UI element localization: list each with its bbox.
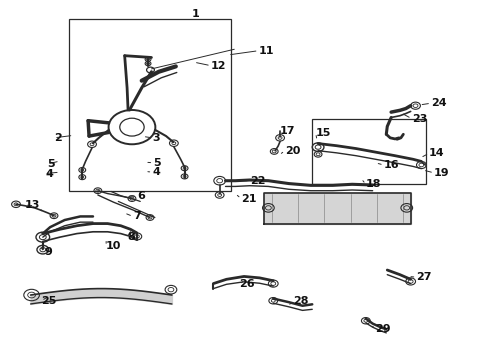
- Text: 29: 29: [375, 324, 391, 334]
- Bar: [312, 118, 426, 184]
- Text: 6: 6: [137, 191, 145, 201]
- Text: 15: 15: [316, 128, 331, 138]
- Text: 3: 3: [152, 133, 160, 143]
- Text: 1: 1: [192, 9, 199, 19]
- Text: 7: 7: [133, 211, 141, 221]
- Text: 12: 12: [211, 61, 226, 71]
- Text: 17: 17: [280, 126, 295, 136]
- Text: 5: 5: [48, 159, 55, 169]
- Text: 22: 22: [250, 176, 266, 186]
- Text: 8: 8: [127, 232, 135, 242]
- Text: 10: 10: [106, 241, 122, 251]
- Text: 13: 13: [25, 200, 40, 210]
- Text: 25: 25: [41, 296, 57, 306]
- Text: 11: 11: [259, 46, 274, 56]
- Polygon shape: [265, 193, 411, 224]
- Text: 18: 18: [366, 179, 381, 189]
- Text: 20: 20: [285, 146, 300, 156]
- Text: 14: 14: [429, 148, 445, 158]
- Text: 2: 2: [54, 133, 62, 143]
- Text: 26: 26: [239, 279, 255, 289]
- Text: 28: 28: [293, 296, 308, 306]
- Text: 19: 19: [434, 168, 450, 178]
- Bar: [69, 19, 231, 192]
- Text: 16: 16: [384, 160, 399, 170]
- Text: 21: 21: [241, 194, 257, 203]
- Text: 4: 4: [45, 168, 53, 179]
- Text: 24: 24: [431, 98, 447, 108]
- Text: 4: 4: [152, 167, 160, 177]
- Text: 5: 5: [153, 158, 161, 168]
- Text: 23: 23: [412, 113, 427, 123]
- Text: 27: 27: [416, 272, 432, 282]
- Text: 9: 9: [44, 247, 52, 257]
